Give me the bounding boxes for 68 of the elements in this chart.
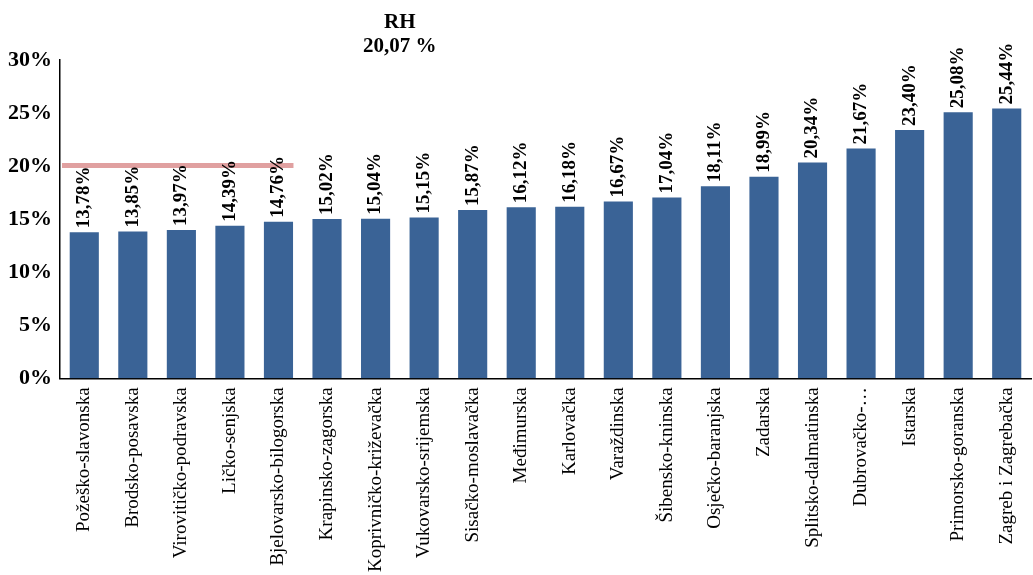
x-tick-label: Dubrovačko-… [849, 387, 871, 507]
bar [943, 112, 973, 379]
bar [263, 221, 294, 379]
bar [118, 231, 148, 379]
bar [992, 108, 1022, 379]
data-label: 17,04% [654, 131, 676, 194]
y-tick-label: 5% [19, 310, 52, 336]
bar [458, 209, 488, 379]
data-label: 15,15% [412, 151, 434, 214]
y-tick-label: 30% [8, 45, 52, 71]
y-tick-label: 15% [8, 204, 52, 230]
bar [700, 186, 730, 379]
bar [361, 218, 391, 379]
data-label: 16,67% [606, 135, 628, 198]
bar [69, 232, 99, 379]
data-label: 15,04% [363, 153, 385, 215]
data-label: 14,39% [217, 159, 239, 222]
y-tick-label: 10% [8, 257, 52, 283]
bar [166, 230, 196, 379]
bar [409, 217, 439, 379]
x-tick-label: Virovitičko-podravska [169, 386, 191, 559]
x-tick-label: Šibensko-kninska [654, 386, 676, 523]
x-tick-label: Primorsko-goranska [946, 386, 968, 542]
y-tick-label: 0% [19, 364, 52, 390]
data-label: 21,67% [848, 82, 870, 145]
x-tick-label: Vukovarsko-srijemska [412, 386, 434, 559]
data-label: 13,78% [72, 166, 94, 229]
data-label: 16,12% [509, 141, 531, 204]
data-label: 16,18% [557, 140, 579, 203]
data-label: 14,76% [266, 155, 288, 218]
data-label: 18,11% [703, 121, 725, 183]
x-tick-label: Brodsko-posavska [120, 386, 142, 528]
y-tick-label: 20% [8, 151, 52, 177]
x-tick-label: Požeško-slavonska [72, 386, 94, 532]
x-tick-label: Ličko-senjska [217, 386, 239, 494]
bar [312, 218, 342, 379]
data-label: 25,08% [946, 46, 968, 109]
x-tick-label: Splitsko-dalmatinska [800, 386, 822, 548]
data-label: 20,34% [800, 96, 822, 159]
data-label: 25,44% [994, 42, 1016, 105]
x-tick-label: Koprivničko-križevačka [363, 386, 385, 572]
bar [895, 130, 925, 379]
bar [749, 176, 779, 379]
bar [506, 207, 536, 379]
data-label: 15,87% [460, 144, 482, 206]
x-tick-label: Istarska [897, 386, 919, 447]
x-tick-label: Zagreb i Zagrebačka [994, 386, 1016, 545]
bar [603, 201, 633, 379]
x-tick-label: Sisačko-moslavačka [460, 386, 482, 543]
y-tick-label: 25% [8, 98, 52, 124]
data-label: 18,99% [751, 111, 773, 173]
bar [652, 197, 682, 379]
x-tick-label: Krapinsko-zagorska [315, 386, 337, 541]
chart-title: RH 20,07 % [363, 8, 437, 57]
data-label: 13,85% [120, 165, 142, 228]
data-label: 15,02% [314, 153, 336, 215]
data-label: 13,97% [169, 164, 191, 227]
data-label: 23,40% [897, 64, 919, 127]
bar [797, 162, 828, 379]
bar [846, 148, 876, 379]
x-tick-label: Bjelovarsko-bilogorska [266, 386, 288, 566]
x-tick-label: Zadarska [751, 386, 773, 457]
x-tick-label: Varaždinska [606, 386, 628, 481]
x-tick-label: Međimurska [509, 386, 531, 484]
x-tick-label: Karlovačka [557, 386, 579, 475]
bar [215, 225, 245, 379]
bar [555, 206, 585, 379]
x-tick-label: Osječko-baranjska [703, 386, 725, 529]
